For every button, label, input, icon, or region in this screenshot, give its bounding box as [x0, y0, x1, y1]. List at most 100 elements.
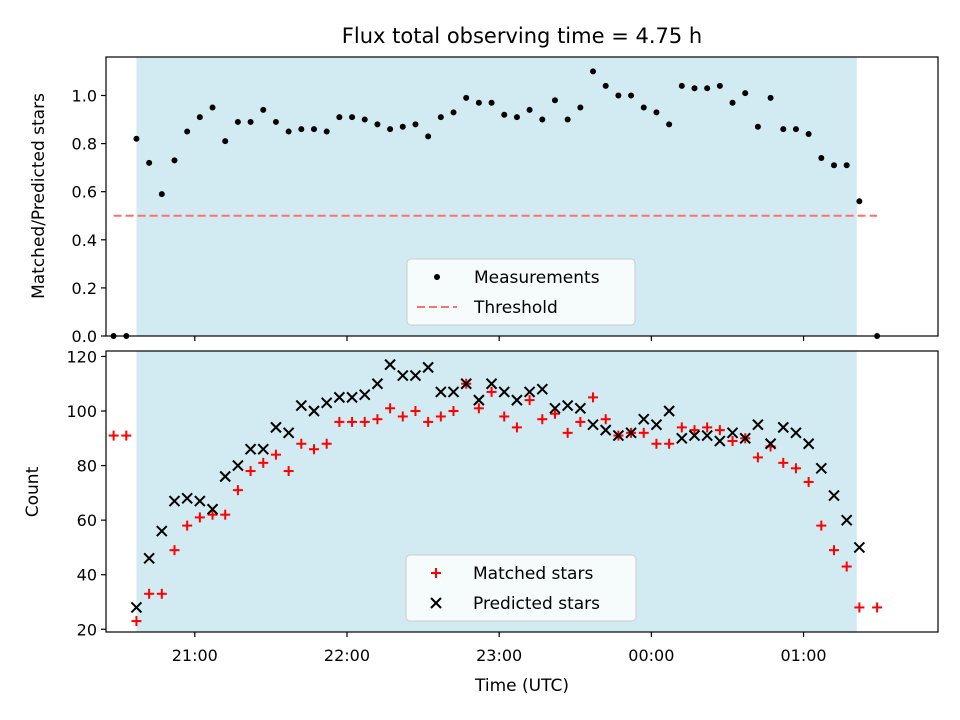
predicted-star-point: [764, 438, 777, 450]
predicted-star-point: [587, 418, 599, 431]
matched-star-point: [372, 414, 383, 425]
predicted-star-point: [802, 438, 815, 450]
predicted-star-point: [371, 378, 384, 390]
measurement-point: [336, 114, 343, 121]
measurement-point: [831, 162, 837, 169]
chart-title: Flux total observing time = 4.75 h: [342, 24, 702, 48]
bottom-y-tick-label: 120: [66, 347, 97, 366]
matched-star-point: [790, 463, 801, 474]
matched-star-point: [511, 422, 522, 433]
predicted-star-point: [676, 432, 688, 445]
predicted-star-point: [384, 358, 396, 371]
bottom-y-tick-label: 40: [77, 566, 97, 585]
legend-matched-label: Matched stars: [473, 564, 593, 584]
predicted-star-point: [561, 399, 574, 412]
measurement-point: [247, 118, 254, 125]
measurement-point: [463, 94, 470, 101]
matched-star-point: [121, 430, 132, 441]
matched-star-point: [537, 414, 548, 425]
measurement-point: [767, 94, 774, 101]
predicted-star-point: [333, 391, 346, 404]
predicted-star-point: [295, 399, 308, 412]
predicted-star-point: [143, 552, 155, 565]
top-y-tick-label: 0.8: [72, 135, 97, 154]
predicted-star-point: [638, 413, 650, 425]
matched-star-point: [232, 485, 243, 496]
predicted-star-point: [257, 443, 269, 455]
predicted-star-point: [612, 429, 625, 442]
measurement-point: [196, 114, 203, 121]
measurement-point: [691, 85, 698, 92]
matched-star-point: [309, 444, 319, 455]
matched-star-point: [423, 416, 434, 427]
predicted-star-point: [600, 424, 612, 436]
predicted-star-point: [435, 386, 447, 398]
predicted-star-point: [739, 432, 751, 445]
legend-threshold-label: Threshold: [473, 298, 558, 318]
predicted-star-point: [549, 402, 561, 414]
matched-star-point: [321, 438, 332, 449]
measurement-point: [539, 116, 546, 123]
predicted-star-point: [714, 435, 726, 447]
measurement-point: [374, 121, 381, 128]
measurement-point: [311, 126, 317, 133]
matched-star-point: [156, 588, 167, 599]
measurement-point: [146, 159, 153, 166]
predicted-star-point: [815, 462, 828, 475]
predicted-star-point: [790, 427, 802, 439]
matched-star-point: [385, 403, 396, 414]
legend-measurements-marker: [434, 274, 440, 280]
measurement-point: [818, 155, 825, 162]
measurement-point: [450, 109, 457, 116]
matched-star-point: [334, 416, 345, 427]
predicted-star-point: [156, 525, 168, 537]
measurement-point: [729, 99, 736, 106]
measurement-point: [856, 198, 863, 205]
matched-star-point: [131, 616, 142, 627]
predicted-star-point: [701, 429, 713, 442]
matched-star-point: [562, 427, 573, 438]
matched-star-point: [714, 425, 725, 436]
matched-star-point: [182, 520, 193, 531]
top-y-tick-label: 0.6: [72, 183, 97, 202]
bottom-x-tick-label: 23:00: [476, 646, 522, 665]
matched-star-point: [803, 476, 814, 487]
measurement-point: [361, 116, 368, 123]
measurement-point: [171, 157, 178, 164]
bottom-y-axis-label: Count: [23, 466, 43, 517]
measurement-point: [590, 68, 597, 75]
predicted-star-point: [523, 386, 536, 398]
predicted-star-point: [270, 421, 282, 434]
measurement-point: [615, 92, 622, 99]
measurement-point: [678, 82, 685, 89]
predicted-star-point: [688, 429, 701, 442]
measurement-point: [526, 106, 533, 113]
bottom-panel: 20 40 60 80 100 120 21:00 22:00 23:00 00:00 01:00…: [23, 347, 939, 696]
bottom-legend: Matched stars Predicted stars: [405, 554, 637, 622]
predicted-star-point: [447, 386, 460, 398]
measurement-point: [666, 121, 673, 128]
legend-measurements-label: Measurements: [474, 268, 600, 288]
predicted-star-point: [663, 405, 675, 417]
predicted-star-point: [409, 369, 422, 382]
bottom-y-tick-label: 20: [77, 620, 97, 639]
matched-star-point: [727, 436, 738, 447]
x-axis-label: Time (UTC): [474, 676, 569, 696]
measurement-point: [780, 126, 787, 133]
legend-matched-marker: [431, 568, 441, 578]
matched-star-point: [638, 427, 649, 438]
matched-star-point: [829, 545, 839, 556]
matched-star-point: [841, 561, 852, 572]
matched-star-point: [752, 452, 763, 463]
matched-star-point: [816, 520, 827, 531]
matched-star-point: [410, 406, 421, 417]
predicted-star-point: [181, 492, 193, 505]
measurement-point: [653, 109, 660, 116]
predicted-star-point: [346, 391, 358, 404]
measurement-point: [298, 126, 305, 133]
predicted-star-point: [232, 459, 244, 472]
legend-predicted-label: Predicted stars: [473, 594, 600, 614]
matched-star-point: [499, 411, 510, 422]
measurement-point: [158, 191, 165, 198]
top-panel: 0.0 0.2 0.4 0.6 0.8 1.0 Matched/Predicted sta…: [29, 56, 939, 346]
